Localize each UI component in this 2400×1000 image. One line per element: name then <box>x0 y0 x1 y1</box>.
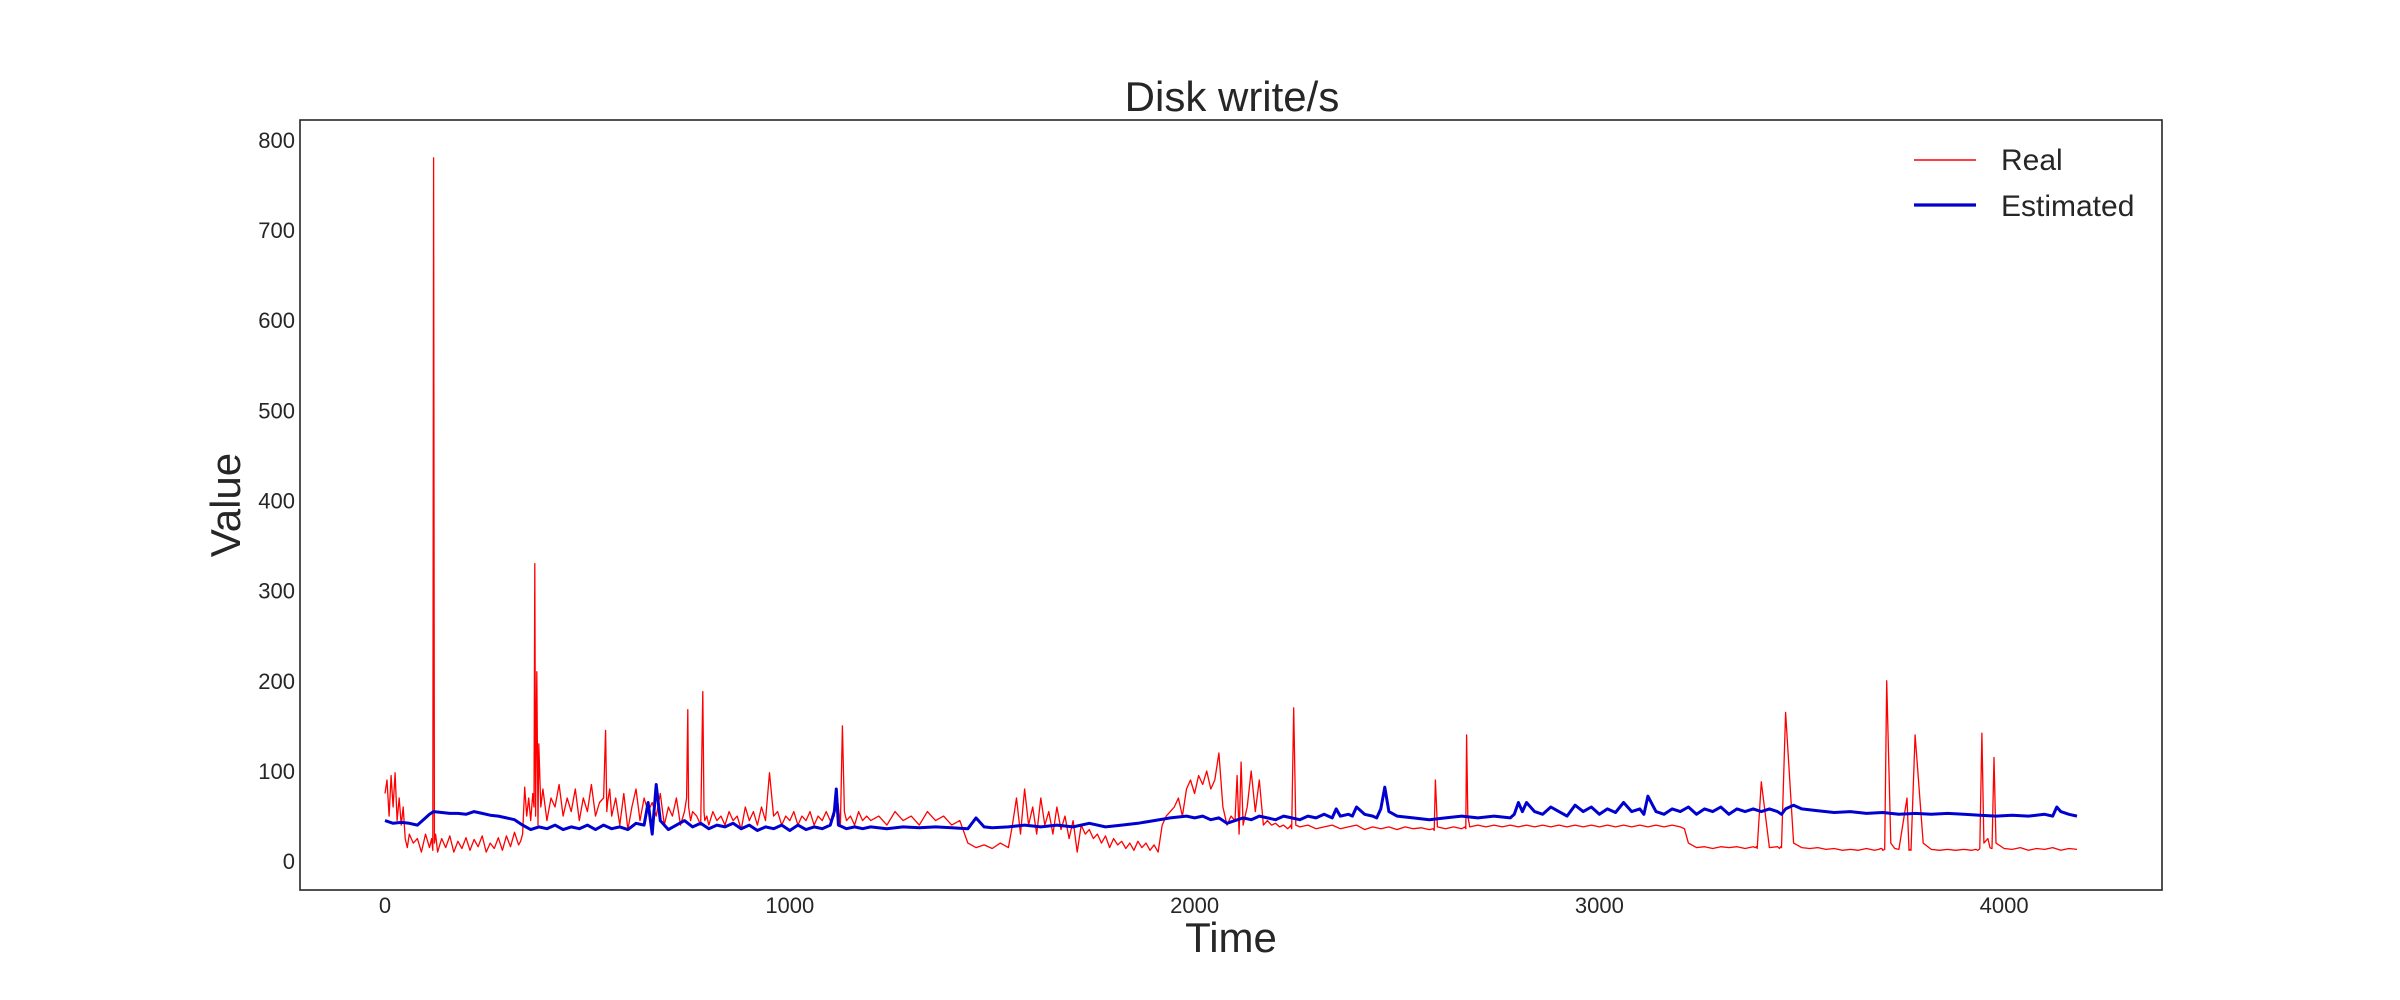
x-tick-label: 3000 <box>1575 893 1624 918</box>
series-line-real <box>384 157 2078 853</box>
x-tick-label: 2000 <box>1170 893 1219 918</box>
plot-area <box>299 119 2163 891</box>
y-tick-label: 500 <box>258 398 295 423</box>
series-layer <box>384 157 2078 853</box>
legend: Real Estimated <box>1914 144 2134 223</box>
y-tick-label: 0 <box>283 849 295 874</box>
y-axis-ticks: 0 100 200 300 400 500 600 700 800 <box>258 128 295 874</box>
y-tick-label: 300 <box>258 579 295 604</box>
y-tick-label: 700 <box>258 218 295 243</box>
legend-label-estimated: Estimated <box>2001 190 2134 223</box>
x-axis-label: Time <box>1185 914 1277 961</box>
x-tick-label: 1000 <box>765 893 814 918</box>
y-tick-label: 600 <box>258 308 295 333</box>
y-tick-label: 200 <box>258 669 295 694</box>
y-tick-label: 100 <box>258 759 295 784</box>
y-tick-label: 400 <box>258 489 295 514</box>
legend-label-real: Real <box>2001 144 2063 177</box>
y-tick-label: 800 <box>258 128 295 153</box>
chart-title: Disk write/s <box>1125 73 1340 120</box>
x-axis-ticks: 0 1000 2000 3000 4000 <box>379 893 2029 918</box>
x-tick-label: 4000 <box>1980 893 2029 918</box>
plot-frame <box>299 119 2163 891</box>
x-tick-label: 0 <box>379 893 391 918</box>
series-line-estimated <box>384 783 2078 836</box>
y-axis-label: Value <box>202 453 249 557</box>
